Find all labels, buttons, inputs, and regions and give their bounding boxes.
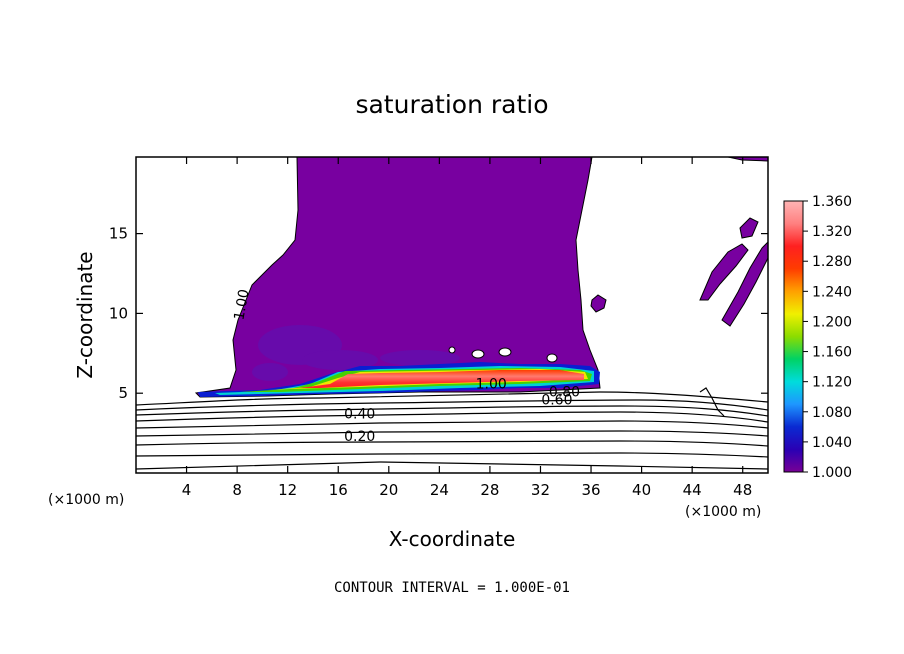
colorbar-tick-label: 1.160 — [812, 345, 852, 361]
y-tick-label: 5 — [118, 384, 128, 402]
x-tick-label: 40 — [632, 481, 651, 499]
texture-patch — [302, 350, 378, 370]
contour-label: 0.60 — [541, 392, 572, 408]
saturated-region — [699, 243, 749, 301]
contour-label: 1.00 — [476, 376, 507, 392]
plot-frame — [135, 156, 769, 474]
saturated-region — [590, 294, 607, 313]
y-axis: 5 10 15 — [109, 225, 768, 402]
saturated-region — [721, 241, 768, 327]
contour-label: 0.80 — [549, 384, 580, 400]
unsaturated-hole — [471, 349, 485, 359]
saturated-region — [739, 217, 759, 239]
colorbar-tick-label: 1.280 — [812, 254, 852, 270]
x-tick-label: 32 — [531, 481, 550, 499]
colorbar-tick-label: 1.240 — [812, 284, 852, 300]
y-tick-label: 15 — [109, 225, 128, 243]
x-tick-label: 4 — [182, 481, 192, 499]
unsaturated-hole — [498, 347, 512, 357]
saturated-region — [727, 157, 768, 162]
x-axis: 4 8 12 16 20 24 28 32 36 40 44 48 — [182, 157, 752, 499]
colorbar-tick-label: 1.360 — [812, 194, 852, 210]
x-axis-title: X-coordinate — [389, 527, 516, 551]
colorbar-tick-label: 1.320 — [812, 224, 852, 240]
contour-interval-note: CONTOUR INTERVAL = 1.000E-01 — [334, 580, 570, 596]
x-tick-label: 20 — [379, 481, 398, 499]
x-axis-left-unit: (×1000 m) — [48, 492, 124, 508]
x-tick-label: 8 — [232, 481, 242, 499]
x-tick-label: 44 — [683, 481, 702, 499]
texture-patch — [380, 350, 460, 366]
colorbar: 1.360 1.320 1.280 1.240 1.200 1.160 1.120 1.080… — [783, 194, 852, 481]
contour-label: 0.20 — [344, 429, 375, 445]
x-tick-label: 16 — [329, 481, 348, 499]
unsaturated-hole — [546, 353, 558, 363]
x-tick-label: 36 — [581, 481, 600, 499]
supersaturation-band-core — [300, 370, 584, 388]
x-tick-label: 24 — [430, 481, 449, 499]
colorbar-tick-label: 1.120 — [812, 375, 852, 391]
contour-label: 1.00 — [231, 288, 252, 321]
y-tick-label: 10 — [109, 304, 128, 322]
contour-labels: 1.00 1.00 0.800.60 0.40 0.20 — [231, 288, 580, 445]
colorbar-tick-label: 1.200 — [812, 314, 852, 330]
x-tick-label: 48 — [733, 481, 752, 499]
colorbar-ramp — [783, 200, 804, 473]
colorbar-tick-label: 1.000 — [812, 465, 852, 481]
plot-field — [136, 157, 768, 470]
contour-label: 0.40 — [344, 407, 375, 423]
y-axis-title: Z-coordinate — [73, 251, 97, 378]
unsaturated-hole — [448, 346, 456, 354]
contour-lines — [136, 387, 768, 470]
x-tick-label: 28 — [480, 481, 499, 499]
x-axis-right-unit: (×1000 m) — [685, 504, 761, 520]
colorbar-tick-label: 1.040 — [812, 435, 852, 451]
x-tick-label: 12 — [278, 481, 297, 499]
colorbar-tick-label: 1.080 — [812, 405, 852, 421]
texture-patch — [252, 363, 288, 381]
chart-title: saturation ratio — [355, 90, 548, 119]
